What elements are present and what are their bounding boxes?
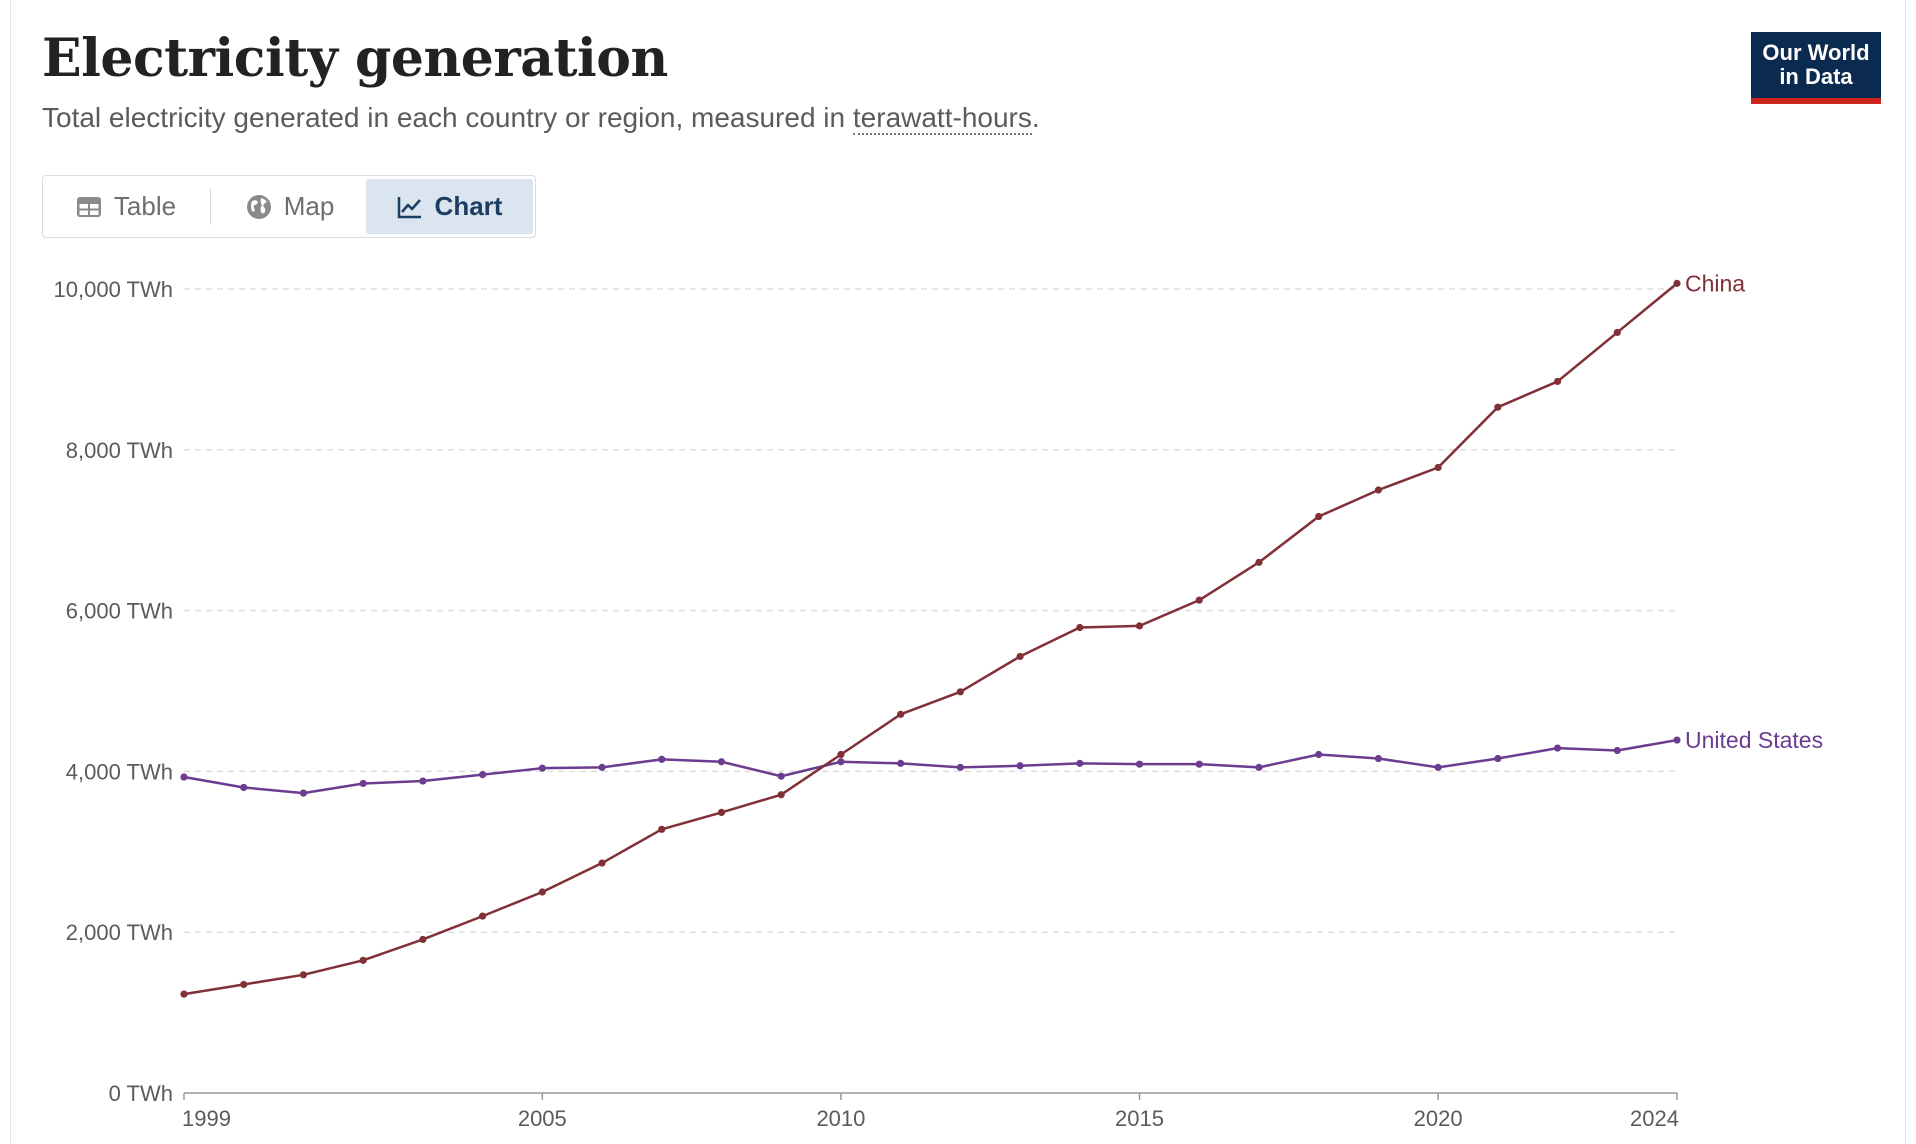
tab-table[interactable]: Table bbox=[46, 179, 206, 234]
data-point bbox=[538, 888, 546, 896]
data-point bbox=[717, 808, 726, 817]
data-point bbox=[1315, 512, 1323, 521]
data-point bbox=[658, 755, 666, 763]
data-point bbox=[956, 688, 964, 696]
chart-frame bbox=[10, 0, 1906, 1144]
data-point bbox=[598, 763, 606, 771]
page-title: Electricity generation bbox=[42, 28, 668, 89]
tab-separator bbox=[210, 188, 211, 225]
data-point bbox=[1195, 596, 1203, 604]
x-tick-label: 2015 bbox=[1115, 1106, 1164, 1131]
tab-chart[interactable]: Chart bbox=[366, 179, 533, 234]
x-tick-label: 2005 bbox=[518, 1106, 567, 1131]
y-tick-label: 4,000 TWh bbox=[66, 759, 173, 784]
subtitle: Total electricity generated in each coun… bbox=[42, 102, 1040, 135]
subtitle-suffix: . bbox=[1031, 102, 1040, 133]
data-point bbox=[1494, 754, 1502, 763]
data-point bbox=[1016, 652, 1024, 661]
tab-map[interactable]: Map bbox=[225, 179, 355, 234]
globe-icon bbox=[246, 194, 271, 219]
data-point bbox=[1135, 622, 1144, 630]
data-point bbox=[1076, 623, 1084, 632]
tab-table-label: Table bbox=[113, 191, 177, 221]
tab-chart-label: Chart bbox=[434, 191, 503, 221]
table-icon bbox=[76, 196, 101, 217]
y-tick-label: 10,000 TWh bbox=[54, 277, 173, 302]
data-point bbox=[1195, 760, 1203, 768]
x-tick-label: 2024 bbox=[1630, 1106, 1679, 1131]
data-point bbox=[180, 990, 188, 998]
data-point bbox=[538, 764, 546, 772]
data-point bbox=[1553, 744, 1562, 752]
x-tick-label: 2020 bbox=[1414, 1106, 1463, 1131]
view-tabs: Table Map Chart bbox=[42, 175, 536, 238]
data-point bbox=[777, 791, 785, 799]
data-point bbox=[419, 935, 427, 944]
data-point bbox=[1673, 279, 1681, 287]
y-tick-label: 8,000 TWh bbox=[66, 438, 173, 463]
y-tick-label: 0 TWh bbox=[109, 1081, 173, 1106]
data-point bbox=[1434, 463, 1442, 472]
data-point bbox=[419, 777, 427, 785]
series-line bbox=[183, 738, 1678, 795]
series-line bbox=[183, 282, 1678, 996]
data-point bbox=[1374, 754, 1382, 763]
data-point bbox=[240, 980, 248, 989]
data-point bbox=[1494, 403, 1502, 411]
data-point bbox=[1374, 486, 1382, 494]
data-point bbox=[658, 825, 666, 833]
data-point bbox=[837, 758, 845, 766]
data-point bbox=[956, 763, 964, 771]
logo-line-1: Our World bbox=[1762, 40, 1870, 65]
data-point bbox=[1255, 558, 1263, 566]
subtitle-text: Total electricity generated in each coun… bbox=[42, 102, 853, 133]
owid-logo[interactable]: Our World in Data bbox=[1751, 32, 1881, 104]
data-point bbox=[1315, 750, 1323, 759]
series-label: United States bbox=[1685, 727, 1823, 753]
y-tick-label: 6,000 TWh bbox=[66, 599, 173, 624]
y-tick-label: 2,000 TWh bbox=[66, 920, 173, 945]
data-point bbox=[479, 912, 487, 920]
data-point bbox=[897, 759, 905, 767]
data-point bbox=[717, 758, 726, 766]
data-point bbox=[598, 859, 606, 867]
data-point bbox=[359, 779, 367, 788]
series-label: China bbox=[1685, 270, 1745, 296]
tab-map-label: Map bbox=[283, 191, 335, 221]
data-point bbox=[1434, 763, 1442, 771]
data-point bbox=[837, 750, 845, 759]
data-point bbox=[1076, 759, 1084, 767]
data-point bbox=[1135, 760, 1144, 768]
data-point bbox=[240, 783, 248, 792]
data-point bbox=[299, 789, 308, 797]
data-point bbox=[479, 771, 487, 779]
data-point bbox=[1553, 377, 1562, 386]
x-tick-label: 2010 bbox=[816, 1106, 865, 1131]
data-point bbox=[1673, 736, 1681, 744]
data-point bbox=[1016, 762, 1024, 770]
x-tick-label: 1999 bbox=[182, 1106, 231, 1131]
data-point bbox=[180, 773, 188, 781]
logo-line-2: in Data bbox=[1779, 64, 1853, 89]
data-point bbox=[777, 772, 785, 780]
terawatt-hours-link[interactable]: terawatt-hours bbox=[852, 102, 1032, 135]
data-point bbox=[359, 956, 367, 964]
line-chart-icon bbox=[397, 196, 421, 218]
data-point bbox=[1613, 328, 1621, 337]
data-point bbox=[1255, 763, 1263, 771]
data-point bbox=[1613, 746, 1621, 755]
data-point bbox=[299, 971, 308, 979]
data-point bbox=[897, 710, 905, 718]
